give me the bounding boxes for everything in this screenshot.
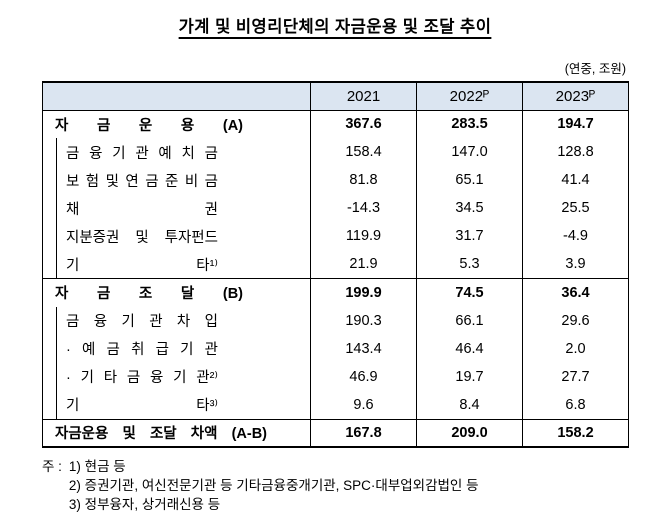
page-title: 가계 및 비영리단체의 자금운용 및 조달 추이: [178, 18, 492, 36]
value-cell: 27.7: [522, 362, 629, 391]
value-cell: 199.9: [310, 278, 417, 307]
value-cell: 367.6: [310, 110, 417, 138]
value-cell: 8.4: [416, 390, 523, 420]
row-insurance-pension: 보 험 및 연 금 준 비 금 81.8 65.1 41.4: [43, 166, 629, 194]
value-cell: 158.4: [310, 138, 417, 166]
header-empty-cell: [42, 82, 311, 111]
row-label: 자금운용 및 조달 차액 (A-B): [55, 426, 267, 443]
row-label: 채 권: [66, 201, 218, 218]
value-cell: 2.0: [522, 334, 629, 363]
value-cell: 65.1: [416, 166, 523, 194]
footnote-items: 1) 현금 등 2) 증권기관, 여신전문기관 등 기타금융중개기관, SPC·…: [69, 457, 479, 514]
row-other-financial-institutions: · 기 타 금 융 기 관²⁾ 46.9 19.7 27.7: [43, 362, 629, 391]
row-deposits: 금 융 기 관 예 치 금 158.4 147.0 128.8: [43, 138, 629, 166]
value-cell: 194.7: [522, 110, 629, 138]
value-cell: -4.9: [522, 222, 629, 250]
value-cell: -14.3: [310, 194, 417, 222]
value-cell: 46.9: [310, 362, 417, 391]
row-label: 기 타³⁾: [66, 398, 218, 414]
value-cell: 46.4: [416, 334, 523, 363]
page: 가계 및 비영리단체의 자금운용 및 조달 추이 (연중, 조원) 2021 2…: [42, 13, 629, 514]
row-label: 보 험 및 연 금 준 비 금: [66, 173, 218, 190]
row-label: 자 금 조 달 (B): [55, 286, 243, 303]
row-deposit-institutions: · 예 금 취 급 기 관 143.4 46.4 2.0: [43, 334, 629, 363]
value-cell: 36.4: [522, 278, 629, 307]
value-cell: 143.4: [310, 334, 417, 363]
row-equity-funds: 지분증권 및 투자펀드 119.9 31.7 -4.9: [43, 222, 629, 250]
value-cell: 41.4: [522, 166, 629, 194]
value-cell: 9.6: [310, 390, 417, 420]
value-cell: 19.7: [416, 362, 523, 391]
value-cell: 128.8: [522, 138, 629, 166]
row-funds-raise-b: 자 금 조 달 (B) 199.9 74.5 36.4: [43, 278, 629, 307]
funds-table: 2021 2022ᴾ 2023ᴾ 자 금 운 용 (A) 367.6 283.5…: [42, 81, 629, 448]
content: 가계 및 비영리단체의 자금운용 및 조달 추이 (연중, 조원) 2021 2…: [42, 13, 629, 514]
row-label: 금 융 기 관 차 입: [66, 314, 218, 330]
col-header-2021: 2021: [310, 82, 417, 111]
value-cell: 119.9: [310, 222, 417, 250]
footnotes: 주 : 1) 현금 등 2) 증권기관, 여신전문기관 등 기타금융중개기관, …: [42, 457, 628, 514]
row-bonds: 채 권 -14.3 34.5 25.5: [43, 194, 629, 222]
col-header-2022: 2022ᴾ: [416, 82, 523, 111]
value-cell: 3.9: [522, 250, 629, 279]
footnote-item-2: 2) 증권기관, 여신전문기관 등 기타금융중개기관, SPC·대부업외감법인 …: [68, 478, 479, 493]
footnote-item-3: 3) 정부융자, 상거래신용 등: [68, 497, 221, 512]
value-cell: 158.2: [522, 419, 629, 447]
row-funds-use-a: 자 금 운 용 (A) 367.6 283.5 194.7: [43, 110, 629, 138]
row-label: 지분증권 및 투자펀드: [66, 229, 218, 246]
value-cell: 167.8: [310, 419, 417, 447]
row-label: 기 타¹⁾: [66, 257, 218, 274]
row-other-raise: 기 타³⁾ 9.6 8.4 6.8: [42, 390, 629, 420]
value-cell: 283.5: [416, 110, 523, 138]
row-label: 금 융 기 관 예 치 금: [66, 145, 218, 162]
header-row: 2021 2022ᴾ 2023ᴾ: [42, 82, 629, 111]
value-cell: 29.6: [522, 306, 629, 335]
footnote-prefix: 주 :: [42, 459, 62, 474]
value-cell: 190.3: [310, 306, 417, 335]
col-header-2023: 2023ᴾ: [522, 82, 629, 111]
row-other-use: 기 타¹⁾ 21.9 5.3 3.9: [42, 250, 629, 279]
row-label: · 예 금 취 급 기 관: [66, 342, 218, 358]
value-cell: 147.0: [416, 138, 523, 166]
value-cell: 5.3: [416, 250, 523, 279]
row-net-balance: 자금운용 및 조달 차액 (A-B) 167.8 209.0 158.2: [43, 419, 629, 447]
value-cell: 6.8: [522, 390, 629, 420]
value-cell: 25.5: [522, 194, 629, 222]
value-cell: 81.8: [310, 166, 417, 194]
value-cell: 74.5: [416, 278, 523, 307]
row-label: · 기 타 금 융 기 관²⁾: [66, 370, 218, 386]
row-label: 자 금 운 용 (A): [55, 117, 243, 134]
value-cell: 31.7: [416, 222, 523, 250]
footnote-item-1: 1) 현금 등: [68, 459, 126, 474]
value-cell: 34.5: [416, 194, 523, 222]
row-borrowings: 금 융 기 관 차 입 190.3 66.1 29.6: [43, 306, 629, 335]
value-cell: 66.1: [416, 306, 523, 335]
unit-note: (연중, 조원): [564, 62, 626, 76]
value-cell: 21.9: [310, 250, 417, 279]
value-cell: 209.0: [416, 419, 523, 447]
